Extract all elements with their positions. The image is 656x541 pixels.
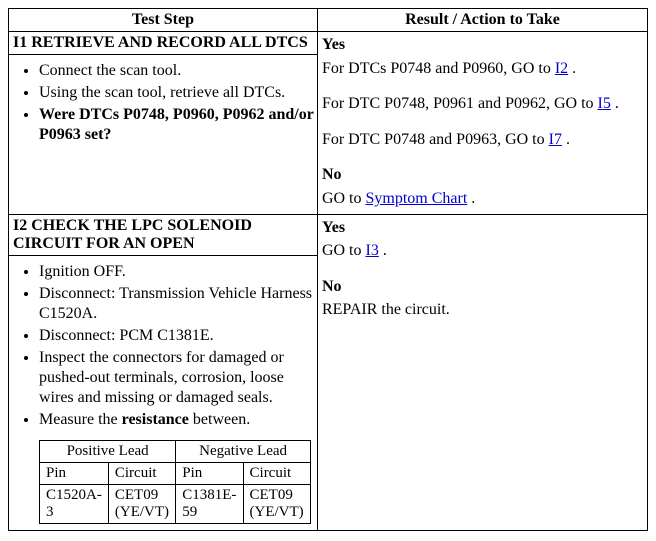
yes-label: Yes xyxy=(322,219,345,236)
link-symptom-chart[interactable]: Symptom Chart xyxy=(366,190,468,207)
neg-circuit: CET09 (YE/VT) xyxy=(243,484,310,523)
no-label: No xyxy=(322,166,342,183)
no-label: No xyxy=(322,278,342,295)
step-i1-bullets: Connect the scan tool. Using the scan to… xyxy=(9,61,317,145)
step-i1-result: Yes For DTCs P0748 and P0960, GO to I2 .… xyxy=(317,32,647,215)
step-i2-bullets: Ignition OFF. Disconnect: Transmission V… xyxy=(9,262,317,430)
list-item: Disconnect: Transmission Vehicle Harness… xyxy=(39,284,317,324)
pos-circuit: CET09 (YE/VT) xyxy=(108,484,175,523)
header-test-step: Test Step xyxy=(9,9,318,32)
yes-label: Yes xyxy=(322,36,345,53)
step-i2-title: I2 CHECK THE LPC SOLENOID CIRCUIT FOR AN… xyxy=(9,215,317,256)
text: For DTC P0748, P0961 and P0962, GO to xyxy=(322,95,598,112)
text: GO to xyxy=(322,190,366,207)
list-item: Were DTCs P0748, P0960, P0962 and/or P09… xyxy=(39,105,317,145)
step-i2-result: Yes GO to I3 . No REPAIR the circuit. xyxy=(317,214,647,530)
list-item: Measure the resistance between. xyxy=(39,410,317,430)
text: For DTCs P0748 and P0960, GO to xyxy=(322,60,555,77)
pin-label: Pin xyxy=(40,462,109,484)
positive-lead-header: Positive Lead xyxy=(40,440,176,462)
text: GO to xyxy=(322,242,366,259)
circuit-label: Circuit xyxy=(108,462,175,484)
step-i1-title: I1 RETRIEVE AND RECORD ALL DTCS xyxy=(9,32,317,55)
header-result: Result / Action to Take xyxy=(317,9,647,32)
leads-table: Positive Lead Negative Lead Pin Circuit … xyxy=(39,440,311,524)
list-item: Inspect the connectors for damaged or pu… xyxy=(39,348,317,408)
text: . xyxy=(568,60,576,77)
text: between. xyxy=(189,411,250,428)
circuit-label: Circuit xyxy=(243,462,310,484)
link-i5[interactable]: I5 xyxy=(598,95,611,112)
diagnostic-table: Test Step Result / Action to Take I1 RET… xyxy=(8,8,648,531)
text: . xyxy=(379,242,387,259)
resistance-bold: resistance xyxy=(122,411,189,428)
pin-label: Pin xyxy=(176,462,243,484)
negative-lead-header: Negative Lead xyxy=(176,440,311,462)
step-i1-question: Were DTCs P0748, P0960, P0962 and/or P09… xyxy=(39,106,314,143)
link-i7[interactable]: I7 xyxy=(549,131,562,148)
text: For DTC P0748 and P0963, GO to xyxy=(322,131,549,148)
list-item: Disconnect: PCM C1381E. xyxy=(39,326,317,346)
no-text: REPAIR the circuit. xyxy=(322,301,450,318)
neg-pin: C1381E-59 xyxy=(176,484,243,523)
text: . xyxy=(467,190,475,207)
link-i3[interactable]: I3 xyxy=(366,242,379,259)
text: . xyxy=(611,95,619,112)
list-item: Using the scan tool, retrieve all DTCs. xyxy=(39,83,317,103)
list-item: Ignition OFF. xyxy=(39,262,317,282)
text: Measure the xyxy=(39,411,122,428)
pos-pin: C1520A-3 xyxy=(40,484,109,523)
text: . xyxy=(562,131,570,148)
link-i2[interactable]: I2 xyxy=(555,60,568,77)
list-item: Connect the scan tool. xyxy=(39,61,317,81)
